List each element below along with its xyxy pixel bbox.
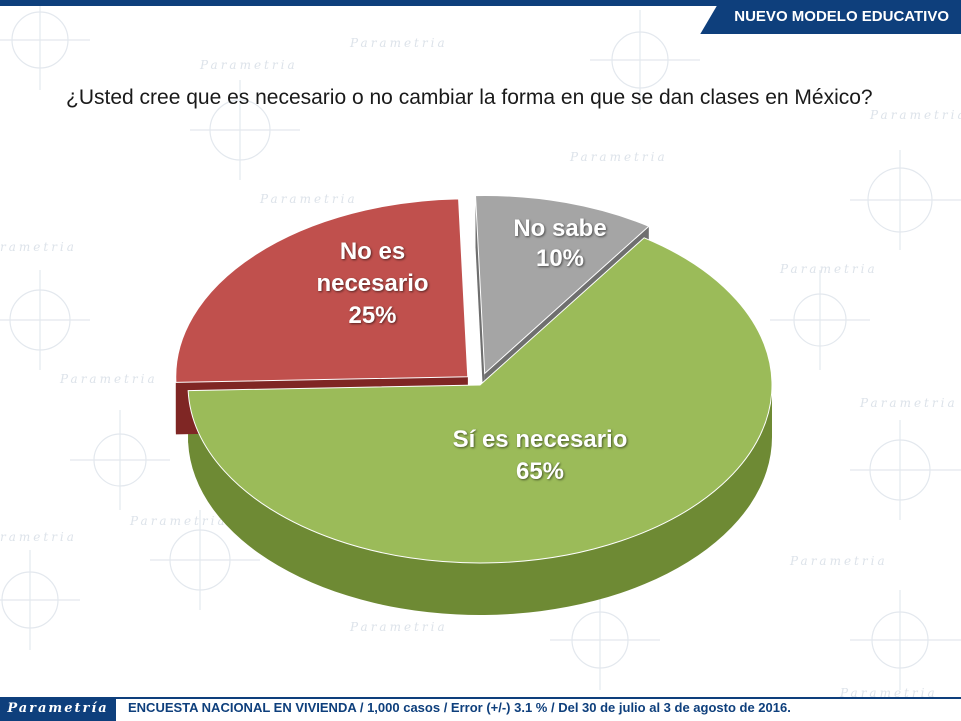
watermark: Parametria (350, 36, 448, 50)
watermark: Parametria (350, 620, 448, 634)
footer-bar (116, 697, 961, 721)
slice-edge-2-0 (475, 195, 485, 426)
pie-slice-0 (187, 237, 773, 564)
brand-logo: Parametría (0, 697, 116, 721)
slice-label-no: No es necesario 25% (300, 236, 445, 332)
watermark: Parametria (870, 108, 961, 122)
header-tag: NUEVO MODELO EDUCATIVO (700, 0, 961, 34)
pie-slice-1 (175, 198, 469, 383)
slice-side-0 (188, 385, 772, 615)
slice-label-si-value: 65% (515, 458, 565, 485)
slice-label-no-name: No es necesario (316, 238, 429, 297)
header-bar (0, 0, 961, 6)
slice-label-si-name: Sí es necesario (452, 426, 628, 453)
slice-label-nosabe-name: No sabe (513, 215, 607, 242)
watermark: Parametria (860, 396, 958, 410)
watermark: Parametria (130, 514, 228, 528)
slice-label-nosabe: No sabe 10% (505, 214, 615, 274)
watermark: Parametria (780, 262, 878, 276)
watermark: Parametria (60, 372, 158, 386)
slice-label-no-value: 25% (348, 302, 397, 329)
watermark: rametria (0, 530, 77, 544)
watermark: Parametria (260, 192, 358, 206)
source-note: ENCUESTA NACIONAL EN VIVIENDA / 1,000 ca… (128, 700, 791, 715)
slice-label-si: Sí es necesario 65% (440, 424, 640, 488)
watermark: Parametria (790, 554, 888, 568)
watermark: Parametria (200, 58, 298, 72)
watermark: Parametria (840, 686, 938, 700)
watermark: Parametria (570, 150, 668, 164)
pie-slice-2 (474, 195, 650, 375)
slice-label-nosabe-value: 10% (535, 245, 585, 272)
chart-question: ¿Usted cree que es necesario o no cambia… (66, 86, 873, 109)
watermark: rametria (0, 240, 77, 254)
